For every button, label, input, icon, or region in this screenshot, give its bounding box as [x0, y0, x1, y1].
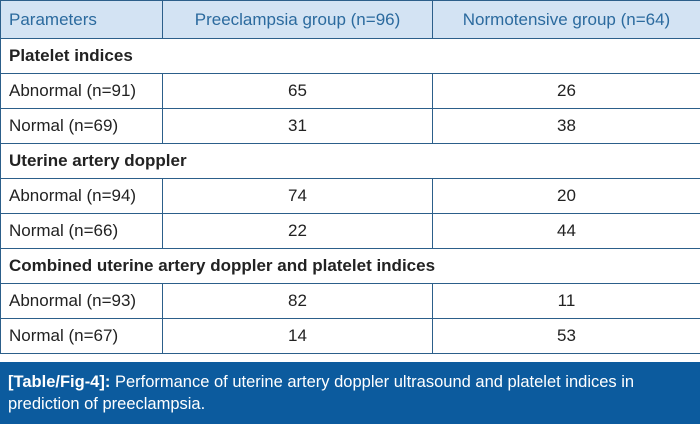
cell-preeclampsia: 31 — [162, 108, 433, 144]
cell-normotensive: 38 — [432, 108, 700, 144]
header-normotensive-group: Normotensive group (n=64) — [432, 0, 700, 39]
section-row: Platelet indices — [0, 38, 700, 74]
section-title-uterine-artery-doppler: Uterine artery doppler — [0, 143, 700, 179]
header-preeclampsia-group: Preeclampsia group (n=96) — [162, 0, 433, 39]
row-label: Abnormal (n=93) — [0, 283, 163, 319]
row-label: Abnormal (n=94) — [0, 178, 163, 214]
section-row: Combined uterine artery doppler and plat… — [0, 248, 700, 284]
row-label: Abnormal (n=91) — [0, 73, 163, 109]
cell-preeclampsia: 74 — [162, 178, 433, 214]
cell-normotensive: 53 — [432, 318, 700, 354]
cell-normotensive: 44 — [432, 213, 700, 249]
caption-label: [Table/Fig-4]: — [8, 373, 111, 391]
table-row: Normal (n=66) 22 44 — [0, 213, 700, 249]
cell-normotensive: 20 — [432, 178, 700, 214]
section-title-combined: Combined uterine artery doppler and plat… — [0, 248, 700, 284]
cell-normotensive: 26 — [432, 73, 700, 109]
table-row: Normal (n=69) 31 38 — [0, 108, 700, 144]
table-caption: [Table/Fig-4]: Performance of uterine ar… — [0, 362, 700, 424]
table-row: Normal (n=67) 14 53 — [0, 318, 700, 354]
caption-text: Performance of uterine artery doppler ul… — [8, 373, 635, 413]
cell-preeclampsia: 65 — [162, 73, 433, 109]
header-parameters: Parameters — [0, 0, 163, 39]
table-row: Abnormal (n=94) 74 20 — [0, 178, 700, 214]
section-title-platelet-indices: Platelet indices — [0, 38, 700, 74]
cell-preeclampsia: 14 — [162, 318, 433, 354]
cell-preeclampsia: 22 — [162, 213, 433, 249]
table-row: Abnormal (n=91) 65 26 — [0, 73, 700, 109]
section-row: Uterine artery doppler — [0, 143, 700, 179]
cell-preeclampsia: 82 — [162, 283, 433, 319]
row-label: Normal (n=66) — [0, 213, 163, 249]
row-label: Normal (n=67) — [0, 318, 163, 354]
table-row: Abnormal (n=93) 82 11 — [0, 283, 700, 319]
row-label: Normal (n=69) — [0, 108, 163, 144]
results-table: Parameters Preeclampsia group (n=96) Nor… — [0, 0, 700, 354]
cell-normotensive: 11 — [432, 283, 700, 319]
header-row: Parameters Preeclampsia group (n=96) Nor… — [0, 0, 700, 39]
